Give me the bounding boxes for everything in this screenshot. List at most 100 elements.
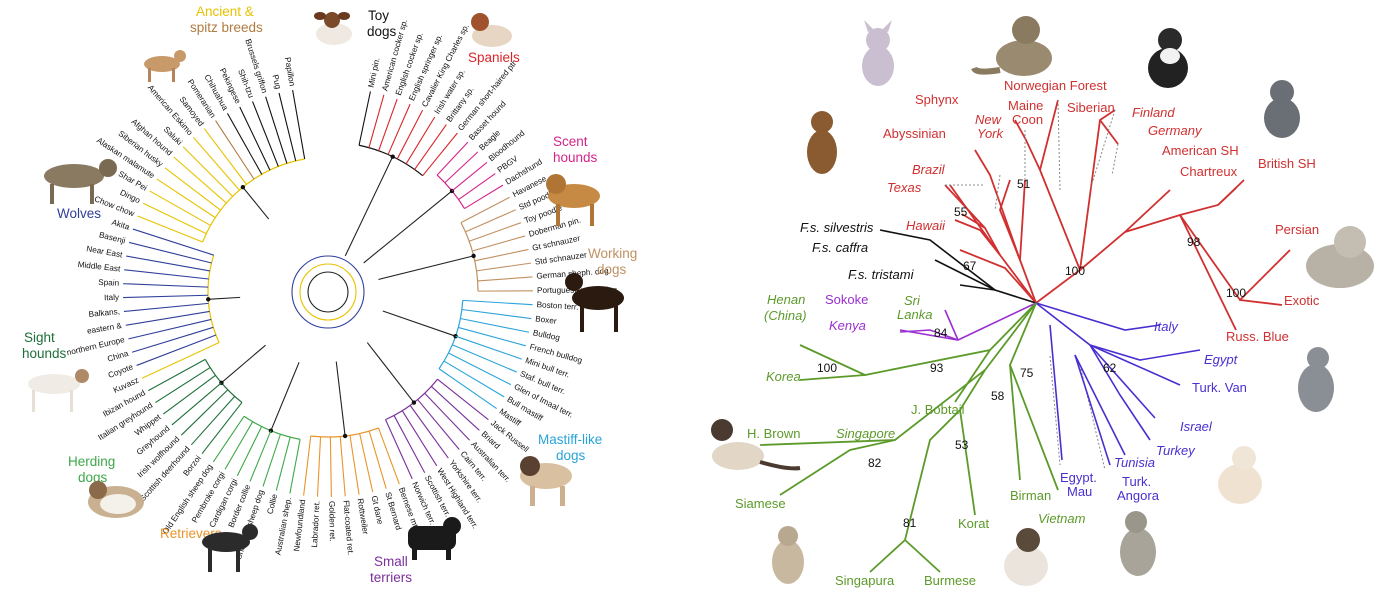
dog-leaf-label: Dingo — [118, 188, 142, 206]
group-label-spaniels: Spaniels — [468, 50, 520, 65]
dog-leaf-label: Bulldog — [532, 328, 561, 342]
leaf-branch — [378, 98, 398, 151]
leaf-branch — [474, 248, 529, 262]
leaf-branch — [452, 344, 517, 373]
dog-leaf-label: Labrador ret. — [310, 500, 321, 547]
dog-leaf-label: Basenji — [98, 230, 126, 245]
bootstrap-value: 67 — [963, 259, 977, 273]
leaf-branch — [477, 276, 533, 282]
internal-branch — [270, 362, 300, 431]
bootstrap-value: 62 — [1103, 361, 1117, 375]
siberian-cat-illustration — [1148, 28, 1188, 88]
cat-label-silvestris: F.s. silvestris — [800, 220, 874, 235]
leaf-branch — [472, 235, 526, 252]
cat-label-turk-angora1: Turk. — [1122, 474, 1151, 489]
root-ring — [291, 255, 365, 329]
cat-label-egypt-mau2: Mau — [1067, 484, 1092, 499]
leaf-branch — [203, 128, 247, 185]
leaf-branch — [131, 326, 214, 353]
node-dot — [411, 400, 417, 405]
dog-leaf-label: Gt schnauzer — [531, 234, 581, 253]
leaf-branch — [132, 228, 214, 256]
cat-label-sokoke: Sokoke — [825, 292, 868, 307]
group-label-herding: Herding dogs — [68, 454, 119, 485]
spaniel-illustration — [471, 13, 512, 47]
cat-label-caffra: F.s. caffra — [812, 240, 868, 255]
leaf-branch — [458, 173, 496, 200]
cat-label-finland: Finland — [1132, 105, 1175, 120]
leaf-branch — [458, 326, 526, 347]
leaf-branch — [461, 308, 532, 320]
leaf-branch — [162, 374, 216, 415]
dog-leaf-label: Flat-coated ret. — [341, 500, 355, 556]
leaf-branch — [409, 405, 449, 459]
mastiff-illustration — [520, 456, 572, 506]
leaf-branch — [289, 439, 301, 494]
leaf-branch — [171, 382, 222, 426]
cat-label-newyork1: New — [975, 112, 1003, 127]
dog-leaf-label: Collie — [265, 493, 279, 516]
cat-label-exotic: Exotic — [1284, 293, 1320, 308]
leaf-branch — [358, 91, 371, 146]
leaf-branch — [387, 103, 411, 155]
node-dot — [342, 433, 348, 439]
cat-label-singapura: Singapura — [835, 573, 895, 588]
cat-label-vietnam: Vietnam — [1038, 511, 1086, 526]
bootstrap-value: 55 — [954, 205, 968, 219]
cat-label-kenya: Kenya — [829, 318, 866, 333]
group-label-wolves: Wolves — [57, 206, 101, 221]
group-label-terriers: Small terriers — [370, 554, 412, 585]
leaf-branch — [226, 113, 263, 175]
cat-label-norwegian: Norwegian Forest — [1004, 78, 1107, 93]
abyssinian-cat-illustration — [807, 111, 837, 174]
internal-branch — [382, 310, 456, 337]
cat-label-egypt-mau1: Egypt. — [1060, 470, 1097, 485]
cat-label-birman: Birman — [1010, 488, 1051, 503]
persian-cat-illustration — [1306, 226, 1374, 288]
dog-leaf-label: Boston terr. — [536, 300, 578, 312]
internal-branch — [378, 255, 474, 281]
leaf-branch — [148, 358, 206, 392]
cat-label-israel: Israel — [1180, 419, 1213, 434]
group-label-working: Working dogs — [588, 246, 641, 277]
leaf-branch — [414, 124, 447, 170]
leaf-branch — [339, 436, 346, 497]
dog-leaf-label: Gt dane — [370, 495, 385, 526]
dog-leaf-label: Newfoundland — [292, 499, 307, 552]
leaf-branch — [252, 101, 279, 167]
leaf-branch — [455, 335, 522, 360]
leaf-branch — [278, 92, 297, 162]
cat-label-british-sh: British SH — [1258, 156, 1316, 171]
leaf-branch — [359, 433, 374, 493]
leaf-branch — [265, 96, 288, 164]
leaf-branch — [239, 106, 271, 171]
leaf-branch — [126, 255, 210, 272]
node-dot — [268, 428, 274, 433]
bootstrap-value: 100 — [1226, 286, 1246, 300]
cat-label-turk-angora2: Angora — [1117, 488, 1160, 503]
node-dot — [453, 333, 458, 339]
dog-group-labels: Ancient & spitz breeds Toy dogs Spaniels… — [22, 4, 641, 585]
birman-cat-illustration — [1004, 528, 1048, 586]
cat-green-clade-branches — [759, 302, 1059, 573]
leaf-branch — [190, 395, 236, 446]
turkish-angora-cat-illustration — [1218, 446, 1262, 504]
leaf-branch — [438, 368, 497, 410]
cat-label-hawaii: Hawaii — [906, 218, 946, 233]
russian-blue-cat-illustration — [1298, 347, 1334, 412]
leaf-branch — [377, 427, 400, 485]
leaf-branch — [430, 386, 480, 431]
dog-leaf-label: Std schnauzer — [534, 250, 587, 266]
cat-label-chartreux: Chartreux — [1180, 164, 1238, 179]
ancient-dog-illustration — [144, 50, 186, 82]
leaf-branch — [123, 294, 209, 299]
leaf-branch — [385, 419, 413, 480]
leaf-branch — [417, 399, 460, 450]
internal-branch — [221, 344, 266, 384]
dog-leaf-label: Papillon — [283, 57, 297, 88]
leaf-branch — [368, 430, 387, 489]
leaf-branch — [249, 430, 272, 482]
cat-label-texas: Texas — [887, 180, 922, 195]
bootstrap-value: 93 — [930, 361, 944, 375]
